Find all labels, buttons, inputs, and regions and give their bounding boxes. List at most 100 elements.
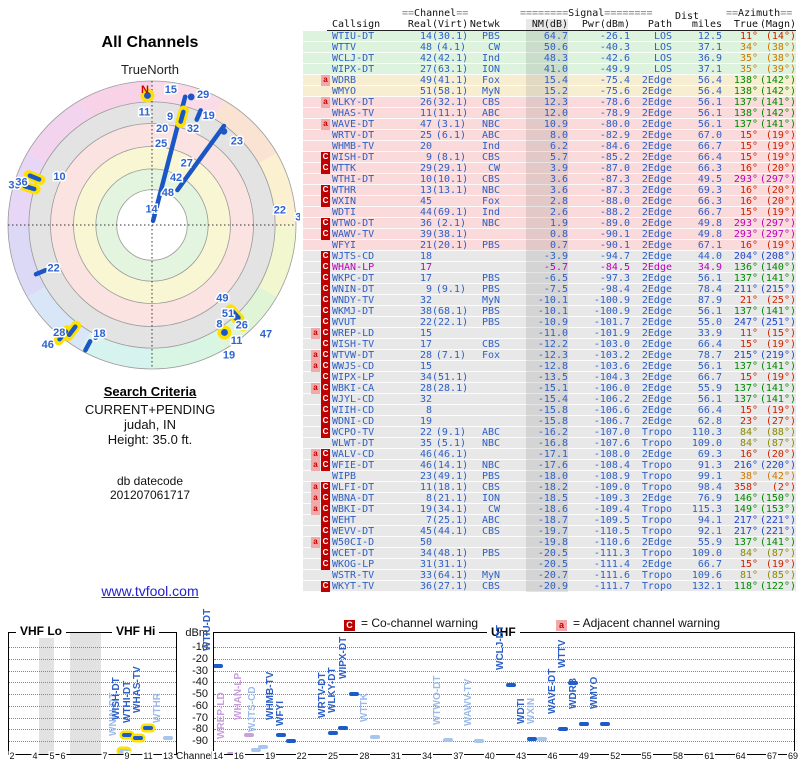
- cell-path: Tropo: [641, 526, 672, 537]
- cell-path: 2Edge: [641, 185, 672, 196]
- cell-az-true: 137°: [733, 383, 758, 394]
- cell-callsign: WAWV-TV: [332, 229, 375, 240]
- search-criteria-location: judah, IN: [123, 417, 177, 432]
- vhf-channel-tick: 2: [8, 751, 16, 761]
- cell-callsign: WIPX-LP: [332, 372, 375, 383]
- cell-netwk: [466, 328, 500, 339]
- cell-path: 2Edge: [641, 306, 672, 317]
- cell-virt: (31.1): [432, 559, 469, 570]
- cell-pwr: -110.5: [593, 526, 630, 537]
- cell-virt: [432, 273, 466, 284]
- radar-spoke: [175, 123, 227, 193]
- cell-pwr: -89.0: [599, 218, 630, 229]
- adjacent-warning-badge: a: [311, 383, 320, 394]
- spectrum-bar: [327, 730, 338, 735]
- cell-netwk: [466, 361, 500, 372]
- cell-real: 32: [419, 394, 432, 405]
- cell-virt: [432, 328, 466, 339]
- cell-pwr: -26.1: [599, 31, 630, 42]
- cell-pwr: -90.1: [599, 229, 630, 240]
- cell-az-magn: (141°): [759, 394, 796, 405]
- co-channel-warning-badge: C: [321, 361, 330, 372]
- cell-nm: 5.7: [500, 152, 568, 163]
- adjacent-warning-badge: a: [311, 350, 320, 361]
- cell-real: 34: [419, 548, 432, 559]
- cell-miles: 56.4: [697, 86, 722, 97]
- cell-pwr: -98.4: [599, 284, 630, 295]
- dbm-tick-label: -60: [192, 699, 208, 712]
- cell-pwr: -106.2: [593, 394, 630, 405]
- spectrum-bar-label: WTWO-DT: [431, 675, 443, 725]
- table-row: a WLKY-DT 26 (32.1) CBS 12.3 -78.6 2Edge 56.1 137…: [303, 97, 796, 108]
- cell-path: 2Edge: [641, 240, 672, 251]
- cell-miles: 66.4: [697, 405, 722, 416]
- cell-nm: -10.1: [500, 306, 568, 317]
- tvfool-link[interactable]: www.tvfool.com: [101, 583, 199, 599]
- cell-pwr: -107.0: [593, 427, 630, 438]
- cell-az-true: 15°: [739, 372, 758, 383]
- cell-miles: 66.4: [697, 152, 722, 163]
- table-row: C WIIH-CD 8 -15.8 -106.6 2Edge 66.4 15° (19°): [303, 405, 796, 416]
- cell-az-magn: (142°): [759, 75, 796, 86]
- vhf-channel-tick: 13: [161, 751, 175, 761]
- radar-station-dash: [83, 339, 93, 353]
- spectrum-bar: [369, 735, 380, 740]
- cell-netwk: PBS: [481, 471, 500, 482]
- spectrum-bar: [537, 736, 548, 741]
- cell-callsign: W50CI-D: [332, 537, 375, 548]
- uhf-channel-tick: 19: [264, 751, 277, 761]
- cell-path: 2Edge: [641, 75, 672, 86]
- cell-real: 34: [419, 372, 432, 383]
- dbm-gridline: [9, 658, 176, 660]
- vhf-lo-label: VHF Lo: [16, 625, 66, 638]
- radar-station-dot: [220, 127, 228, 135]
- cell-virt: (4.1): [435, 42, 466, 53]
- dbm-gridline: [214, 694, 794, 695]
- cell-real: 19: [419, 504, 432, 515]
- spectrum-bar-label: WISH-DT: [111, 677, 122, 721]
- cell-virt: [432, 262, 466, 273]
- spectrum-bar-label: WLKY-DT: [327, 667, 339, 713]
- cell-path: 2Edge: [641, 108, 672, 119]
- cell-netwk: MyN: [481, 570, 500, 581]
- uhf-channel-tick: 69: [786, 751, 799, 761]
- cell-netwk: PBS: [481, 306, 500, 317]
- adjacent-warning-badge: a: [311, 328, 320, 339]
- radar-station-label: 49: [216, 292, 228, 304]
- cell-nm: -7.5: [500, 284, 568, 295]
- cell-pwr: -87.0: [599, 163, 630, 174]
- radar-station-label: 11: [139, 106, 151, 118]
- cell-path: LOS: [653, 53, 672, 64]
- cell-nm: -20.5: [500, 559, 568, 570]
- spectrum-bar-label: WCLJ-DT: [494, 625, 506, 671]
- co-channel-warning-badge: C: [321, 372, 330, 383]
- cell-virt: [432, 141, 466, 152]
- cell-path: 2Edge: [641, 119, 672, 130]
- cell-netwk: ION: [481, 493, 500, 504]
- cell-netwk: CW: [487, 42, 500, 53]
- cell-virt: [432, 416, 466, 427]
- cell-callsign: WJYL-CD: [332, 394, 375, 405]
- dbm-gridline: [9, 705, 176, 707]
- cell-az-magn: (141°): [759, 537, 796, 548]
- co-channel-warning-badge: C: [321, 328, 330, 339]
- cell-nm: 15.4: [500, 75, 568, 86]
- cell-pwr: -85.2: [599, 152, 630, 163]
- uhf-channel-tick: 58: [671, 751, 684, 761]
- cell-az-true: 38°: [739, 471, 758, 482]
- cell-az-true: 15°: [739, 130, 758, 141]
- cell-callsign: WIIH-CD: [332, 405, 375, 416]
- spectrum-bar: [214, 663, 223, 668]
- cell-miles: 33.9: [697, 328, 722, 339]
- dbm-gridline: [9, 694, 176, 695]
- cell-netwk: [466, 394, 500, 405]
- cell-callsign: WISH-TV: [332, 339, 375, 350]
- uhf-channel-tick: 22: [295, 751, 308, 761]
- cell-real: 14: [419, 31, 432, 42]
- cell-pwr: -100.9: [593, 306, 630, 317]
- cell-miles: 56.1: [697, 97, 722, 108]
- spectrum-bar: [505, 683, 516, 688]
- north-marker: N: [141, 84, 149, 96]
